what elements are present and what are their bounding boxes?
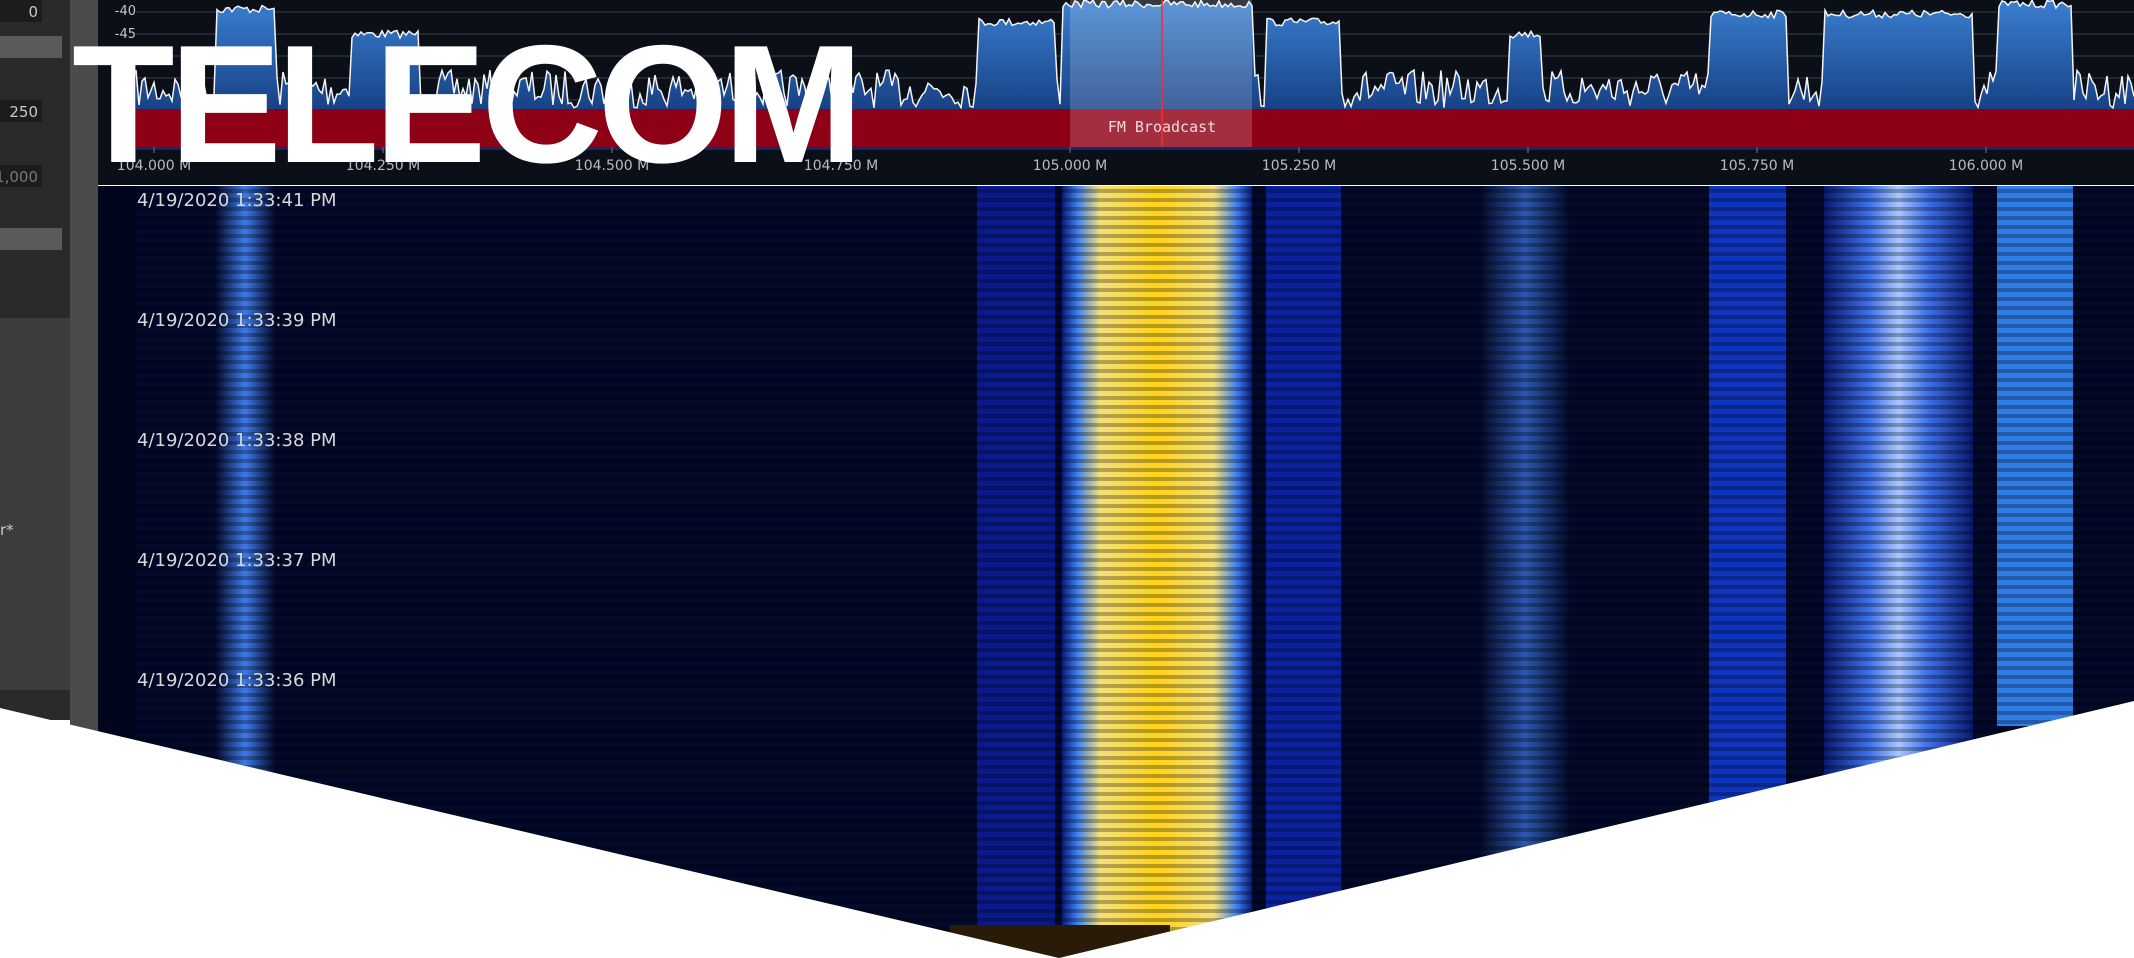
sidebar-list bbox=[0, 318, 70, 690]
band-label: FM Broadcast bbox=[1108, 118, 1216, 136]
timestamp: 4/19/2020 1:33:39 PM bbox=[137, 310, 337, 331]
field-value: 250 bbox=[9, 103, 38, 121]
dropdown[interactable] bbox=[0, 36, 62, 58]
title: TELECOM bbox=[72, 10, 858, 198]
timestamp: 4/19/2020 1:33:38 PM bbox=[137, 430, 337, 451]
screenshot: 0 250 1,000 r* FM Broadcast -40 -45 104.… bbox=[0, 0, 2134, 958]
timestamp: 4/19/2020 1:33:36 PM bbox=[137, 670, 337, 691]
frequency-label: 106.000 M bbox=[1949, 158, 2023, 174]
frequency-label: 105.000 M bbox=[1033, 158, 1107, 174]
field-value: 0 bbox=[28, 3, 38, 21]
field-value: 1,000 bbox=[0, 168, 38, 186]
frequency-label: 105.500 M bbox=[1491, 158, 1565, 174]
list-item: r* bbox=[0, 521, 14, 539]
frequency-label: 105.250 M bbox=[1262, 158, 1336, 174]
frequency-label: 105.750 M bbox=[1720, 158, 1794, 174]
dropdown[interactable] bbox=[0, 228, 62, 250]
timestamp: 4/19/2020 1:33:37 PM bbox=[137, 550, 337, 571]
